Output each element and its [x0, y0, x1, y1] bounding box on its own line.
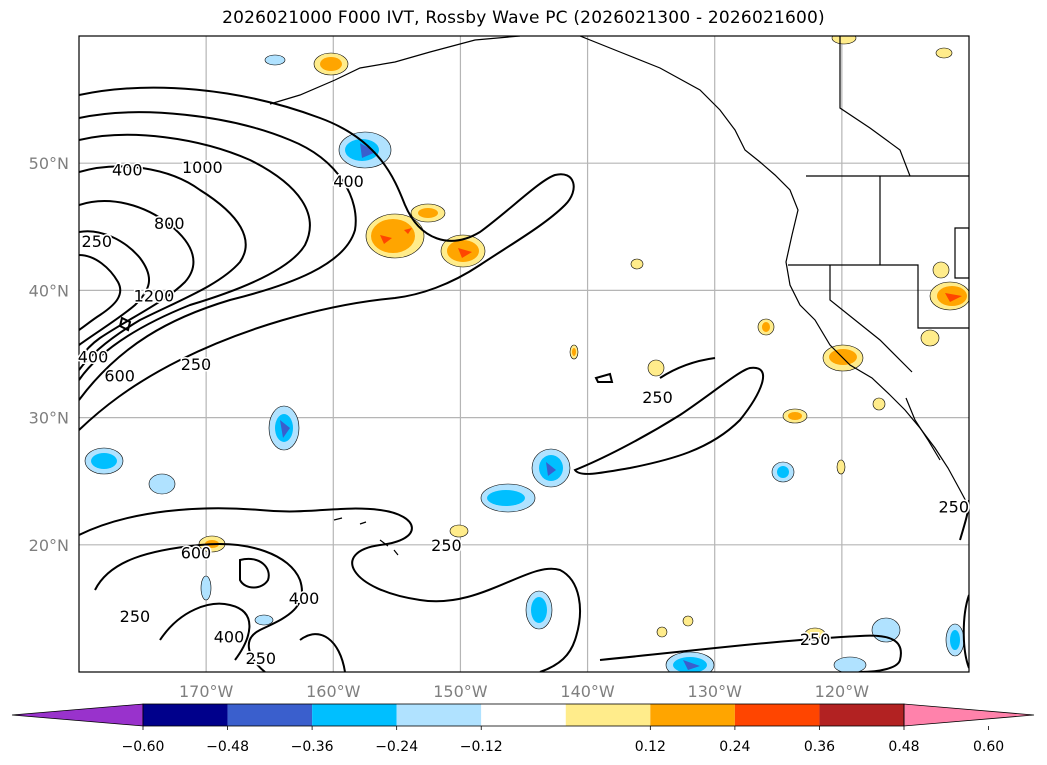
contour-label: 600	[104, 367, 135, 386]
contour-label: 1200	[134, 286, 175, 305]
colorbar-swatch	[481, 704, 566, 726]
colorbar-swatch	[227, 704, 313, 726]
colorbar-extend-max	[903, 703, 1035, 727]
ivt-contours	[79, 86, 969, 672]
lon-tick-label: 120°W	[815, 682, 870, 701]
colorbar-frame	[142, 703, 905, 727]
colorbar-tick-label: −0.36	[291, 739, 334, 755]
contour-label: 400	[112, 161, 143, 180]
latitude-labels: 50°N 40°N 30°N 20°N	[29, 154, 69, 555]
map-background	[79, 36, 969, 672]
map-title: 2026021000 F000 IVT, Rossby Wave PC (202…	[222, 8, 825, 28]
colorbar-tick-label: 0.12	[635, 739, 666, 755]
lon-tick-label: 130°W	[688, 682, 743, 701]
longitude-labels: 170°W 160°W 150°W 140°W 130°W 120°W	[179, 682, 869, 701]
contour-label: 250	[120, 607, 151, 626]
contour-label: 400	[78, 348, 109, 367]
colorbar-tick-label: −0.24	[375, 739, 418, 755]
colorbar: −0.60 −0.48 −0.36 −0.24 −0.12 0.12 0.24 0.36 0.4…	[11, 703, 1035, 755]
contour-label: 250	[246, 649, 277, 668]
map-frame	[78, 35, 970, 673]
colorbar-swatch	[565, 704, 651, 726]
contour-label: 1000	[182, 158, 223, 177]
colorbar-swatch	[819, 704, 904, 726]
contour-label: 400	[214, 627, 245, 646]
colorbar-tick-label: 0.48	[888, 739, 919, 755]
shaded-anomalies	[84, 36, 969, 672]
lon-tick-label: 140°W	[560, 682, 615, 701]
colorbar-tick-label: −0.12	[460, 739, 503, 755]
colorbar-tick-label: 0.24	[719, 739, 750, 755]
contour-label: 400	[289, 589, 320, 608]
colorbar-tick-label: 0.60	[973, 739, 1004, 755]
contour-label: 400	[333, 172, 364, 191]
lat-tick-label: 30°N	[29, 409, 69, 428]
lon-tick-label: 170°W	[179, 682, 234, 701]
colorbar-swatch	[143, 704, 228, 726]
colorbar-tick-label: −0.60	[122, 739, 165, 755]
colorbar-swatch	[312, 704, 397, 726]
contour-label: 250	[82, 232, 113, 251]
coastlines	[269, 36, 969, 556]
contour-label: 800	[154, 214, 185, 233]
contour-label: 250	[800, 630, 831, 649]
lon-tick-label: 160°W	[306, 682, 361, 701]
lon-tick-label: 150°W	[433, 682, 488, 701]
contour-label: 250	[938, 498, 969, 517]
lat-tick-label: 50°N	[29, 154, 69, 173]
contour-labels: 400 1000400800250120040060025025025060025…	[76, 157, 970, 670]
colorbar-swatch	[734, 704, 820, 726]
colorbar-swatch	[650, 704, 735, 726]
contour-label: 250	[181, 355, 212, 374]
contour-label: 250	[431, 536, 462, 555]
lat-tick-label: 40°N	[29, 281, 69, 300]
contour-label: 600	[181, 543, 212, 562]
contour-label: 250	[642, 388, 673, 407]
colorbar-tick-label: 0.36	[804, 739, 835, 755]
colorbar-extend-min	[11, 703, 144, 727]
colorbar-swatch	[396, 704, 482, 726]
lat-tick-label: 20°N	[29, 536, 69, 555]
colorbar-tick-label: −0.48	[206, 739, 249, 755]
gridlines	[79, 36, 969, 672]
